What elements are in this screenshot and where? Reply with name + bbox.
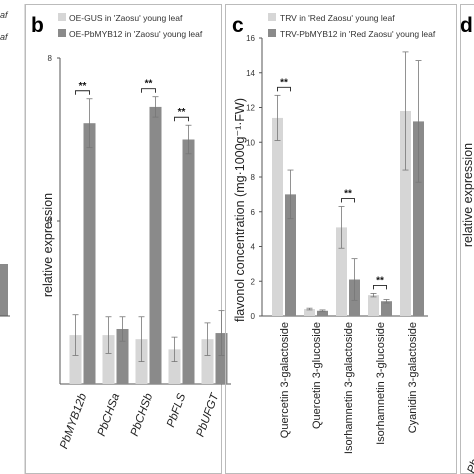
panel-b-bar-s0-c4 xyxy=(201,339,214,384)
panel-d-category-fragment: Pb xyxy=(466,457,474,474)
panel-c-significance-label-2: ** xyxy=(376,275,384,286)
panel-b-legend-label-0: OE-GUS in 'Zaosu' young leaf xyxy=(69,13,183,23)
panel-c-category-label-4: Cyanidin 3-galactoside xyxy=(407,322,419,433)
panel-b-legend-swatch-1 xyxy=(58,29,66,37)
panel-b-bar-s0-c0 xyxy=(69,335,82,384)
panel-a-legend-fragment-2: af xyxy=(0,32,9,42)
panel-c-y-axis-label: flavonol concentration (mg·1000g⁻¹·FW) xyxy=(233,98,247,322)
panel-c-legend-swatch-1 xyxy=(268,29,276,37)
panel-c-bar-s0-c0 xyxy=(272,117,283,316)
panel-c-y-tick-label-3: 6 xyxy=(251,208,256,217)
panel-b-letter: b xyxy=(31,14,44,37)
panel-c-bar-s1-c0 xyxy=(285,194,296,316)
panel-c-legend-swatch-0 xyxy=(268,13,276,21)
panel-c-y-tick-label-1: 2 xyxy=(251,277,256,286)
panel-c-y-tick-label-2: 4 xyxy=(251,243,256,252)
panel-b-bar-s1-c3 xyxy=(182,139,195,384)
panel-b-y-axis-label: relative expression xyxy=(41,193,55,297)
panel-c-bar-s0-c4 xyxy=(400,110,411,316)
panel-a: af af xyxy=(0,4,26,474)
panel-d: d relative expression Pb xyxy=(460,4,474,474)
panel-c-category-label-3: Isorhamnetin 3-glucoside xyxy=(375,322,387,445)
panel-b-y-tick-label-0: 4 xyxy=(48,217,53,226)
panel-c-plot: 0 2 4 6 8 10 12 14 16 Quercetin 3-galactoside Quer… xyxy=(246,34,428,454)
panel-b-legend-label-1: OE-PbMYB12 in 'Zaosu' young leaf xyxy=(69,29,203,39)
panel-c-bar-s0-c1 xyxy=(304,309,315,316)
panel-c-category-label-2: Isorhamnetin 3-galactoside xyxy=(343,322,355,454)
panel-c-significance-label-1: ** xyxy=(344,189,352,200)
panel-b-significance-label-1: ** xyxy=(145,79,153,90)
panel-b-bar-s1-c4 xyxy=(215,333,228,384)
panel-b-bar-s1-c2 xyxy=(149,106,162,385)
panel-a-legend-fragment-1: af xyxy=(0,10,9,20)
panel-b: b OE-GUS in 'Zaosu' young leaf OE-PbMYB1… xyxy=(25,4,231,474)
panel-b-bar-s1-c0 xyxy=(83,123,96,384)
panel-c-y-tick-label-7: 14 xyxy=(246,69,255,78)
panel-c-bar-s1-c3 xyxy=(381,301,392,316)
panel-c-category-label-0: Quercetin 3-galactoside xyxy=(279,322,291,438)
panel-c-letter: c xyxy=(232,14,244,37)
panel-b-y-tick-label-1: 8 xyxy=(48,54,53,63)
panel-c-legend: TRV in 'Red Zaosu' young leaf TRV-PbMYB1… xyxy=(268,13,436,39)
panel-c-bar-s0-c3 xyxy=(368,295,379,316)
panel-c-significance-bracket-1 xyxy=(341,198,355,203)
panel-c-y-tick-label-5: 10 xyxy=(246,138,255,147)
panel-b-category-label-1: PbCHSa xyxy=(96,392,123,438)
panel-c-legend-label-0: TRV in 'Red Zaosu' young leaf xyxy=(280,13,395,23)
panel-c-legend-label-1: TRV-PbMYB12 in 'Red Zaosu' young leaf xyxy=(280,29,436,39)
panel-d-letter: d xyxy=(460,14,473,37)
panel-b-significance-bracket-2 xyxy=(174,116,189,122)
panel-b-category-label-0: PbMYB12b xyxy=(58,391,89,450)
panel-c: c TRV in 'Red Zaosu' young leaf TRV-PbMY… xyxy=(225,4,457,474)
panel-c-significance-label-0: ** xyxy=(280,77,288,88)
panel-b-significance-label-2: ** xyxy=(178,107,186,118)
panel-b-significance-bracket-1 xyxy=(141,88,156,93)
panel-a-bar-fragment xyxy=(0,264,8,316)
panel-c-y-tick-label-4: 8 xyxy=(251,173,256,182)
panel-c-y-tick-label-0: 0 xyxy=(251,312,256,321)
panel-b-bar-s1-c1 xyxy=(116,328,129,384)
panel-d-y-axis-label: relative expression xyxy=(461,143,474,247)
panel-c-category-label-1: Quercetin 3-glucoside xyxy=(311,322,323,429)
panel-b-bar-s0-c1 xyxy=(102,335,115,384)
panel-c-bar-s0-c2 xyxy=(336,227,347,316)
panel-c-bar-s1-c1 xyxy=(317,310,328,316)
panel-b-bar-s0-c3 xyxy=(168,349,181,384)
panel-b-category-label-4: PbUFGT xyxy=(195,391,222,439)
panel-b-legend-swatch-0 xyxy=(58,13,66,21)
panel-c-y-tick-label-8: 16 xyxy=(246,34,255,43)
panel-c-significance-bracket-2 xyxy=(373,284,387,290)
panel-c-bar-s1-c4 xyxy=(413,121,424,317)
panel-c-y-tick-label-6: 12 xyxy=(246,104,255,113)
panel-b-significance-label-0: ** xyxy=(79,81,87,92)
panel-b-category-label-2: PbCHSb xyxy=(129,391,156,438)
panel-b-significance-bracket-0 xyxy=(75,90,90,95)
panel-c-significance-bracket-0 xyxy=(277,86,291,92)
panel-b-plot: 4 8 PbMYB12b PbCHSa PbCHSb PbFLS PbUFGT ** ** ** xyxy=(48,54,231,451)
panel-b-category-label-3: PbFLS xyxy=(165,392,188,429)
panel-b-legend: OE-GUS in 'Zaosu' young leaf OE-PbMYB12 … xyxy=(58,13,203,39)
